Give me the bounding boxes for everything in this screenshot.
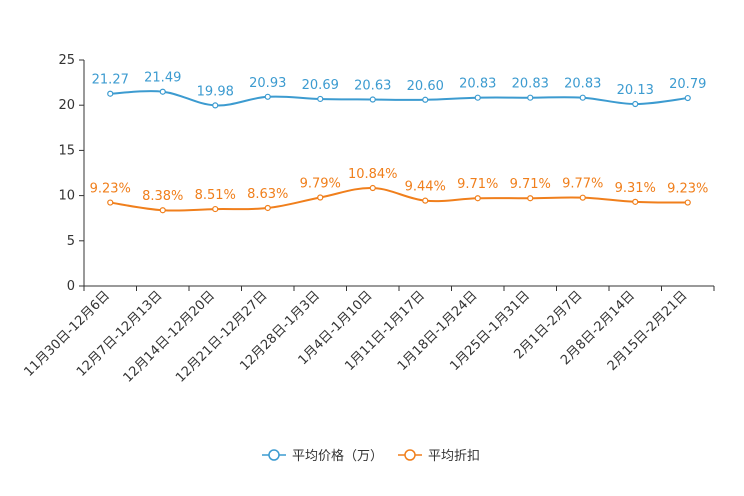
data-point bbox=[474, 94, 481, 101]
data-label: 9.71% bbox=[457, 177, 498, 192]
data-label: 20.83 bbox=[459, 77, 496, 92]
data-point bbox=[632, 198, 639, 205]
data-label: 20.13 bbox=[617, 83, 654, 98]
data-label: 20.60 bbox=[407, 79, 444, 94]
data-label: 8.51% bbox=[195, 188, 236, 203]
series-lines bbox=[107, 88, 691, 214]
data-point bbox=[107, 90, 114, 97]
data-point bbox=[212, 102, 219, 109]
data-point bbox=[159, 207, 166, 214]
data-point bbox=[684, 199, 691, 206]
data-point bbox=[369, 184, 376, 192]
data-labels: 21.27 21.49 19.98 20.93 20.69 20.63 20.60 20.83… bbox=[90, 71, 709, 205]
y-tick-label: 10 bbox=[58, 189, 75, 204]
data-label: 20.93 bbox=[249, 76, 286, 91]
data-label: 9.23% bbox=[90, 182, 131, 197]
data-label: 9.71% bbox=[510, 177, 551, 192]
data-point bbox=[264, 93, 271, 100]
data-point bbox=[212, 205, 219, 213]
data-label: 20.83 bbox=[564, 77, 601, 92]
x-tick-label: 11月30日-12月6日 bbox=[21, 288, 113, 380]
legend-item-1[interactable]: 平均价格（万） bbox=[262, 448, 383, 464]
data-point bbox=[317, 95, 324, 103]
data-label: 19.98 bbox=[197, 84, 234, 99]
legend-item-2[interactable]: 平均折扣 bbox=[398, 449, 480, 464]
y-tick-label: 20 bbox=[58, 98, 75, 113]
series-line-2 bbox=[110, 187, 688, 212]
data-label: 20.83 bbox=[512, 77, 549, 92]
y-tick-label: 15 bbox=[58, 143, 75, 158]
legend-label: 平均价格（万） bbox=[292, 448, 383, 464]
data-point bbox=[474, 195, 481, 202]
data-point bbox=[369, 96, 376, 103]
data-point bbox=[159, 88, 166, 95]
legend-marker bbox=[268, 449, 280, 461]
data-label: 8.38% bbox=[142, 189, 183, 204]
data-label: 21.27 bbox=[92, 73, 129, 88]
data-point bbox=[107, 199, 114, 206]
axes: 051015202511月30日-12月6日12月7日-12月13日12月14日… bbox=[21, 53, 715, 386]
data-point bbox=[264, 204, 271, 212]
legend-marker bbox=[404, 449, 416, 461]
y-tick-label: 0 bbox=[67, 279, 75, 294]
data-point bbox=[422, 197, 429, 204]
data-label: 9.77% bbox=[562, 177, 603, 192]
data-point bbox=[527, 195, 534, 202]
data-label: 10.84% bbox=[348, 167, 398, 182]
data-label: 9.79% bbox=[300, 176, 341, 191]
data-label: 20.63 bbox=[354, 79, 391, 94]
data-point bbox=[527, 94, 534, 101]
series-line-1 bbox=[110, 90, 688, 107]
data-label: 9.23% bbox=[667, 182, 708, 197]
y-tick-label: 5 bbox=[67, 234, 75, 249]
data-label: 20.69 bbox=[302, 78, 339, 93]
data-point bbox=[632, 100, 639, 108]
data-label: 9.44% bbox=[405, 180, 446, 195]
legend: 平均价格（万） 平均折扣 bbox=[262, 448, 480, 464]
data-point bbox=[422, 96, 429, 103]
data-label: 20.79 bbox=[669, 77, 706, 92]
data-label: 21.49 bbox=[144, 71, 181, 86]
legend-label: 平均折扣 bbox=[428, 449, 480, 464]
x-tick-label: 12月14日-12月20日 bbox=[121, 288, 218, 385]
y-tick-label: 25 bbox=[58, 53, 75, 68]
data-label: 9.31% bbox=[615, 181, 656, 196]
x-tick-label: 12月21日-12月27日 bbox=[173, 288, 270, 385]
data-point bbox=[684, 94, 691, 102]
data-point bbox=[579, 94, 586, 101]
data-label: 8.63% bbox=[247, 187, 288, 202]
data-point bbox=[579, 194, 586, 201]
data-point bbox=[317, 194, 324, 201]
